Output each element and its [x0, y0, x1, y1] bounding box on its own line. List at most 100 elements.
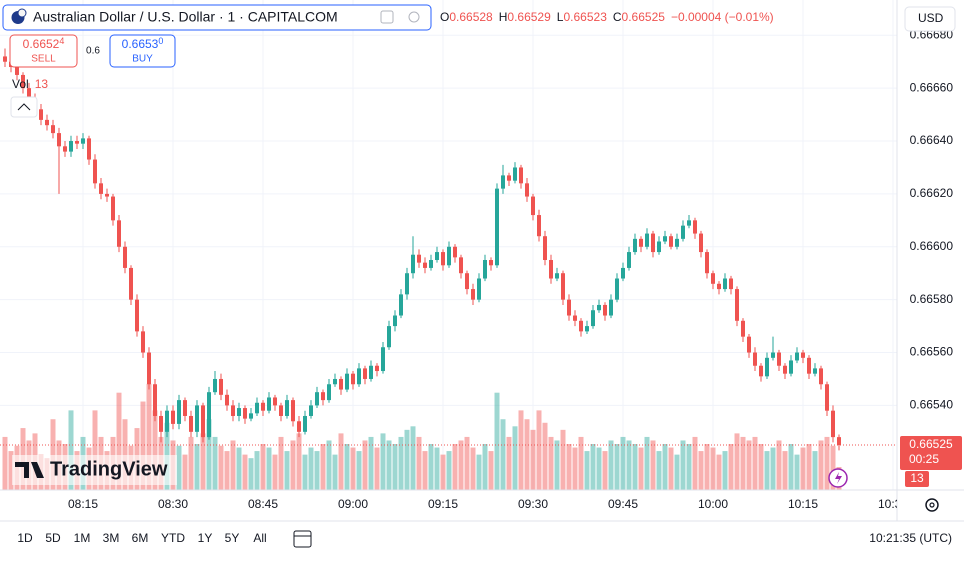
- candle-body: [681, 225, 685, 239]
- volume-bar: [734, 433, 740, 490]
- candle-body: [285, 400, 289, 416]
- candle-body: [687, 220, 691, 226]
- x-tick-label: 09:15: [428, 497, 458, 511]
- sell-price-pip: 4: [59, 36, 64, 46]
- volume-bar: [608, 440, 614, 490]
- candle-body: [99, 183, 103, 194]
- x-tick-label: 09:45: [608, 497, 638, 511]
- volume-bar: [500, 419, 506, 490]
- time-axis: 08:15 08:30 08:45 09:00 09:15 09:30 09:45 10:00…: [0, 489, 964, 522]
- volume-bar: [446, 451, 452, 490]
- currency-button[interactable]: [904, 6, 956, 32]
- volume-bar: [566, 444, 572, 490]
- volume-bar: [368, 436, 374, 490]
- range-button[interactable]: 1Y: [198, 531, 213, 545]
- symbol-title: Australian Dollar / U.S. Dollar · 1 · CA…: [33, 9, 338, 25]
- y-tick-label: 0.66540: [910, 398, 954, 412]
- range-button[interactable]: 3M: [103, 531, 120, 545]
- candle-body: [609, 299, 613, 316]
- buy-button[interactable]: [109, 34, 176, 68]
- volume-bar: [494, 392, 500, 490]
- ohlc-change: −0.00004 (−0.01%): [671, 10, 774, 24]
- candle-body: [273, 397, 277, 406]
- volume-bar: [656, 451, 662, 490]
- volume-bar: [758, 444, 764, 490]
- volume-bar: [752, 436, 758, 490]
- candle-body: [303, 415, 307, 432]
- settings-icon-core: [929, 502, 935, 508]
- sell-price: 0.66524: [23, 36, 65, 51]
- volume-bar: [176, 445, 182, 490]
- candle-body: [669, 236, 673, 247]
- volume-bar: [272, 454, 278, 490]
- candle-body: [39, 109, 43, 120]
- candle-body: [675, 238, 679, 247]
- range-button[interactable]: YTD: [161, 531, 185, 545]
- range-button[interactable]: 5D: [45, 531, 61, 545]
- hide-icon[interactable]: [380, 10, 394, 24]
- volume-bar: [410, 426, 416, 490]
- volume-bar: [248, 458, 254, 490]
- symbol-box[interactable]: [2, 4, 432, 31]
- currency-label: USD: [918, 11, 944, 25]
- settings-icon-small[interactable]: [408, 11, 420, 23]
- range-button[interactable]: 1D: [17, 531, 33, 545]
- candle-body: [501, 175, 505, 189]
- range-button[interactable]: 5Y: [225, 531, 240, 545]
- volume-bar: [218, 445, 224, 490]
- volume-bar: [236, 447, 242, 490]
- collapse-icon: [17, 103, 31, 111]
- x-tick-label: 09:30: [518, 497, 548, 511]
- candle-body: [801, 352, 805, 358]
- volume-bar: [806, 444, 812, 490]
- volume-bar: [440, 454, 446, 490]
- candle-body: [735, 289, 739, 321]
- clock[interactable]: 10:21:35 (UTC): [869, 531, 952, 545]
- candle-body: [429, 260, 433, 268]
- date-range-icon[interactable]: [293, 530, 312, 548]
- volume-bar: [188, 436, 194, 490]
- x-tick-label: 10:30: [878, 497, 908, 511]
- x-tick-label: 10:00: [698, 497, 728, 511]
- range-button[interactable]: 1M: [74, 531, 91, 545]
- volume-bar: [746, 440, 752, 490]
- candle-body: [231, 405, 235, 416]
- candle-body: [51, 125, 55, 134]
- candle-body: [825, 384, 829, 411]
- candle-body: [585, 326, 589, 332]
- candle-body: [513, 167, 517, 181]
- range-button[interactable]: All: [253, 531, 266, 545]
- volume-bar: [464, 436, 470, 490]
- candle-body: [783, 365, 787, 374]
- volume-bar: [50, 419, 56, 490]
- candle-body: [453, 246, 457, 258]
- candle-body: [435, 252, 439, 260]
- candle-body: [417, 254, 421, 263]
- volume-bar: [326, 440, 332, 490]
- candle-body: [423, 262, 427, 268]
- volume-bar: [392, 444, 398, 490]
- sell-button[interactable]: [9, 34, 78, 68]
- candle-body: [75, 141, 79, 144]
- volume-bar: [614, 444, 620, 490]
- candle-body: [117, 220, 121, 247]
- candle-body: [471, 289, 475, 300]
- range-button[interactable]: 6M: [132, 531, 149, 545]
- volume-bar: [506, 436, 512, 490]
- volume-bar: [146, 383, 152, 490]
- volume-bar: [602, 451, 608, 490]
- volume-bar: [260, 444, 266, 490]
- y-tick-label: 0.66560: [910, 345, 954, 359]
- collapse-button[interactable]: [10, 96, 38, 118]
- settings-icon[interactable]: [925, 498, 939, 512]
- candle-body: [747, 336, 751, 353]
- candle-body: [405, 273, 409, 295]
- y-tick-label: 0.66620: [910, 186, 954, 200]
- candle-body: [591, 310, 595, 327]
- volume-tag-label: 13: [910, 471, 924, 485]
- volume-bar: [512, 426, 518, 490]
- buy-price-main: 0.6653: [122, 37, 159, 51]
- candle-body: [147, 352, 151, 385]
- candle-body: [21, 74, 25, 89]
- volume-bar: [716, 454, 722, 490]
